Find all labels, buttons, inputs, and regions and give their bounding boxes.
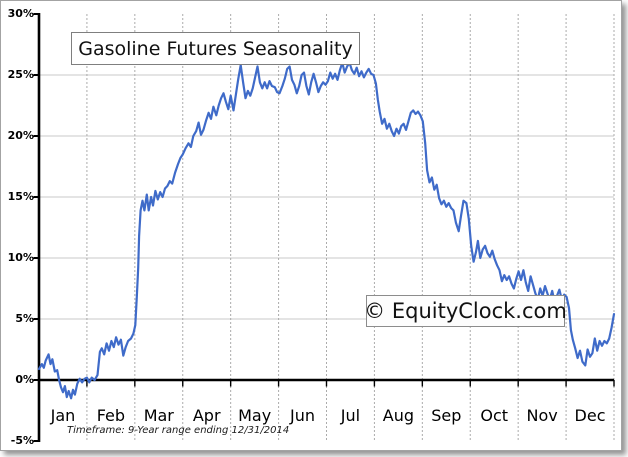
month-label: Oct [480, 406, 509, 425]
y-axis-tick-label: 0% [15, 373, 34, 386]
y-axis-tick-label: 25% [7, 68, 34, 81]
chart-title-box: Gasoline Futures Seasonality [71, 32, 360, 65]
month-label: Feb [96, 406, 126, 425]
y-axis-tick-label: 10% [7, 251, 34, 264]
month-label: Dec [574, 406, 606, 425]
y-axis-tick-label: 30% [7, 7, 34, 20]
month-label: Jul [340, 406, 361, 425]
month-label: Jun [290, 406, 316, 425]
y-axis-tick-label: 5% [15, 312, 34, 325]
seasonality-chart-plot [33, 13, 616, 442]
month-label: Apr [192, 406, 221, 425]
timeframe-footnote: Timeframe: 9-Year range ending 12/31/201… [67, 425, 290, 436]
y-axis-tick-label: -5% [10, 434, 34, 447]
y-axis-tick-label: 15% [7, 190, 34, 203]
month-label: Jan [50, 406, 76, 425]
y-axis-tick-label: 20% [7, 129, 34, 142]
equityclock-watermark-text: © EquityClock.com [364, 299, 567, 323]
chart-image-frame: 30% 25% 20% 15% 10% 5% 0% -5% Jan Feb Mar Apr May Ju… [0, 0, 622, 451]
chart-title: Gasoline Futures Seasonality [78, 37, 353, 60]
month-label: Sep [431, 406, 462, 425]
equityclock-watermark-box: © EquityClock.com [364, 295, 567, 327]
month-label: Aug [382, 406, 414, 425]
seasonality-line [37, 61, 616, 400]
month-label: Mar [143, 406, 174, 425]
month-label: Nov [526, 406, 558, 425]
month-label: May [238, 406, 272, 425]
